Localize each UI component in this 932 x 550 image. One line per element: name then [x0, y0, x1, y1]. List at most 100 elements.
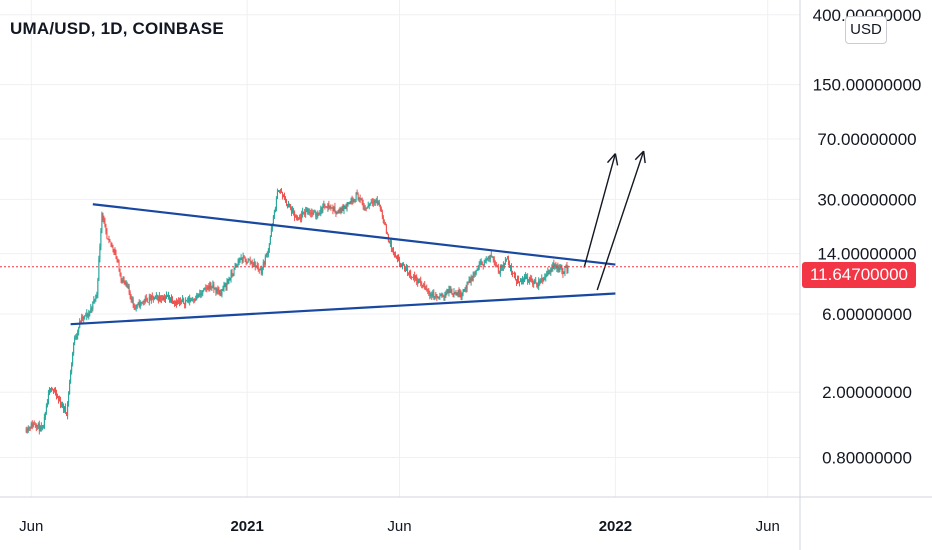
candle	[57, 393, 59, 399]
candle-body	[123, 280, 125, 282]
candle-body	[512, 272, 514, 274]
candle	[449, 285, 451, 294]
candle	[455, 289, 457, 296]
candle-body	[145, 298, 147, 299]
price-axis[interactable]: 400.00000000 150.00000000 70.00000000 30.00…	[813, 6, 922, 468]
candle	[72, 351, 74, 367]
candle	[559, 263, 561, 273]
time-axis[interactable]: Jun 2021 Jun 2022 Jun	[19, 518, 780, 535]
candle	[348, 202, 350, 205]
candle-body	[423, 284, 425, 287]
candle	[565, 264, 567, 268]
candle	[30, 421, 32, 429]
candle	[486, 257, 488, 261]
candle	[131, 296, 133, 304]
candle	[381, 209, 383, 220]
candle	[238, 257, 240, 266]
candle	[191, 297, 193, 302]
candle-body	[84, 315, 86, 317]
candle-body	[93, 299, 95, 302]
candle	[522, 275, 524, 285]
candle	[462, 288, 464, 297]
candle	[62, 401, 64, 409]
candle-body	[49, 388, 51, 390]
candle-body	[365, 208, 367, 210]
candle	[68, 391, 70, 407]
candle	[218, 286, 220, 295]
currency-button[interactable]: USD	[845, 16, 887, 44]
candle	[227, 278, 229, 285]
candle	[145, 294, 147, 302]
candle-body	[27, 427, 29, 431]
candle-body	[227, 280, 229, 282]
candle	[71, 362, 73, 375]
candle-body	[70, 371, 72, 383]
candle-body	[281, 192, 283, 196]
candle	[456, 292, 458, 296]
candle-body	[530, 277, 532, 281]
candle	[528, 278, 530, 283]
candle-body	[51, 389, 53, 391]
candle	[176, 298, 178, 308]
candle-body	[427, 289, 429, 291]
candle-body	[258, 268, 260, 271]
candle	[257, 263, 259, 272]
candle-body	[142, 300, 144, 303]
candle-body	[117, 261, 119, 263]
candle	[267, 247, 269, 258]
candle-body	[231, 272, 233, 275]
candle	[479, 259, 481, 266]
candle	[469, 276, 471, 284]
candle	[338, 208, 340, 214]
candle-body	[503, 264, 505, 267]
candle	[357, 192, 359, 201]
candle	[465, 284, 467, 293]
candle-body	[313, 211, 315, 214]
candle	[466, 281, 468, 293]
candle	[414, 271, 416, 283]
candle	[564, 266, 566, 277]
candle-body	[502, 265, 504, 267]
candle	[82, 314, 84, 322]
candle	[90, 303, 92, 313]
candle	[110, 241, 112, 248]
candle-body	[132, 298, 134, 304]
candle	[37, 422, 39, 430]
candle-body	[520, 281, 522, 282]
candle-body	[237, 262, 239, 265]
candle	[69, 379, 71, 395]
arrow-head	[634, 150, 645, 161]
candle	[402, 262, 404, 270]
candle	[313, 209, 315, 216]
candle-body	[392, 248, 394, 254]
candle-body	[330, 206, 332, 209]
candle	[122, 276, 124, 283]
candle	[61, 401, 63, 408]
candle	[172, 296, 174, 304]
candle-body	[262, 262, 264, 268]
candle-body	[241, 258, 243, 262]
candle	[536, 282, 538, 288]
candle-body	[149, 296, 151, 301]
candle	[32, 421, 34, 428]
candle-body	[415, 276, 417, 279]
candle	[512, 272, 514, 274]
candle-body	[66, 412, 68, 416]
candle	[196, 292, 198, 301]
candle-body	[81, 316, 83, 322]
candle	[230, 269, 232, 283]
candle-body	[556, 266, 558, 269]
candle	[368, 203, 370, 210]
candle-body	[414, 275, 416, 279]
candle	[103, 215, 105, 224]
candle	[452, 293, 454, 298]
candle-body	[68, 393, 70, 403]
candle-body	[430, 293, 432, 296]
candle-body	[417, 280, 419, 284]
candle	[28, 426, 30, 432]
candle	[139, 300, 141, 310]
candle	[261, 266, 263, 276]
candle-body	[476, 270, 478, 271]
candle-body	[154, 295, 156, 298]
